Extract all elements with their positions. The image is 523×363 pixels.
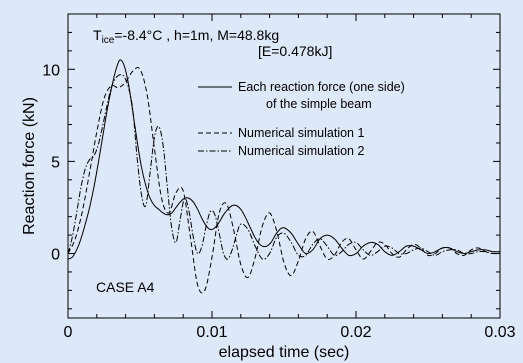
y-tick-label: 5	[51, 154, 60, 171]
y-tick-label: 10	[42, 62, 60, 79]
legend-label-dashed: Numerical simulation 1	[238, 126, 364, 140]
legend-label-solid-line2: of the simple beam	[266, 97, 372, 111]
x-axis-label: elapsed time (sec)	[219, 344, 350, 361]
x-tick-label: 0.03	[484, 324, 515, 341]
legend-label-solid: Each reaction force (one side)	[238, 80, 405, 94]
case-annotation: CASE A4	[96, 279, 155, 295]
x-tick-label: 0	[64, 324, 73, 341]
plot-frame	[67, 13, 501, 319]
legend: Each reaction force (one side) of the si…	[198, 80, 405, 158]
axis-ticks: 0 0.01 0.02 0.03 0 5 10	[42, 14, 516, 341]
series-line-dashdot	[67, 74, 501, 260]
chart-header-line2: [E=0.478kJ]	[258, 43, 332, 59]
y-axis-label: Reaction force (kN)	[21, 97, 38, 235]
y-tick-label: 0	[51, 247, 60, 264]
x-tick-label: 0.02	[340, 324, 371, 341]
series-layer	[67, 59, 501, 294]
legend-label-dashdot: Numerical simulation 2	[238, 144, 364, 158]
chart-header-line1: Tice=-8.4°C , h=1m, M=48.8kg	[93, 27, 279, 46]
series-line-dashed	[67, 67, 501, 294]
x-tick-label: 0.01	[196, 324, 227, 341]
series-line-solid	[67, 59, 501, 260]
